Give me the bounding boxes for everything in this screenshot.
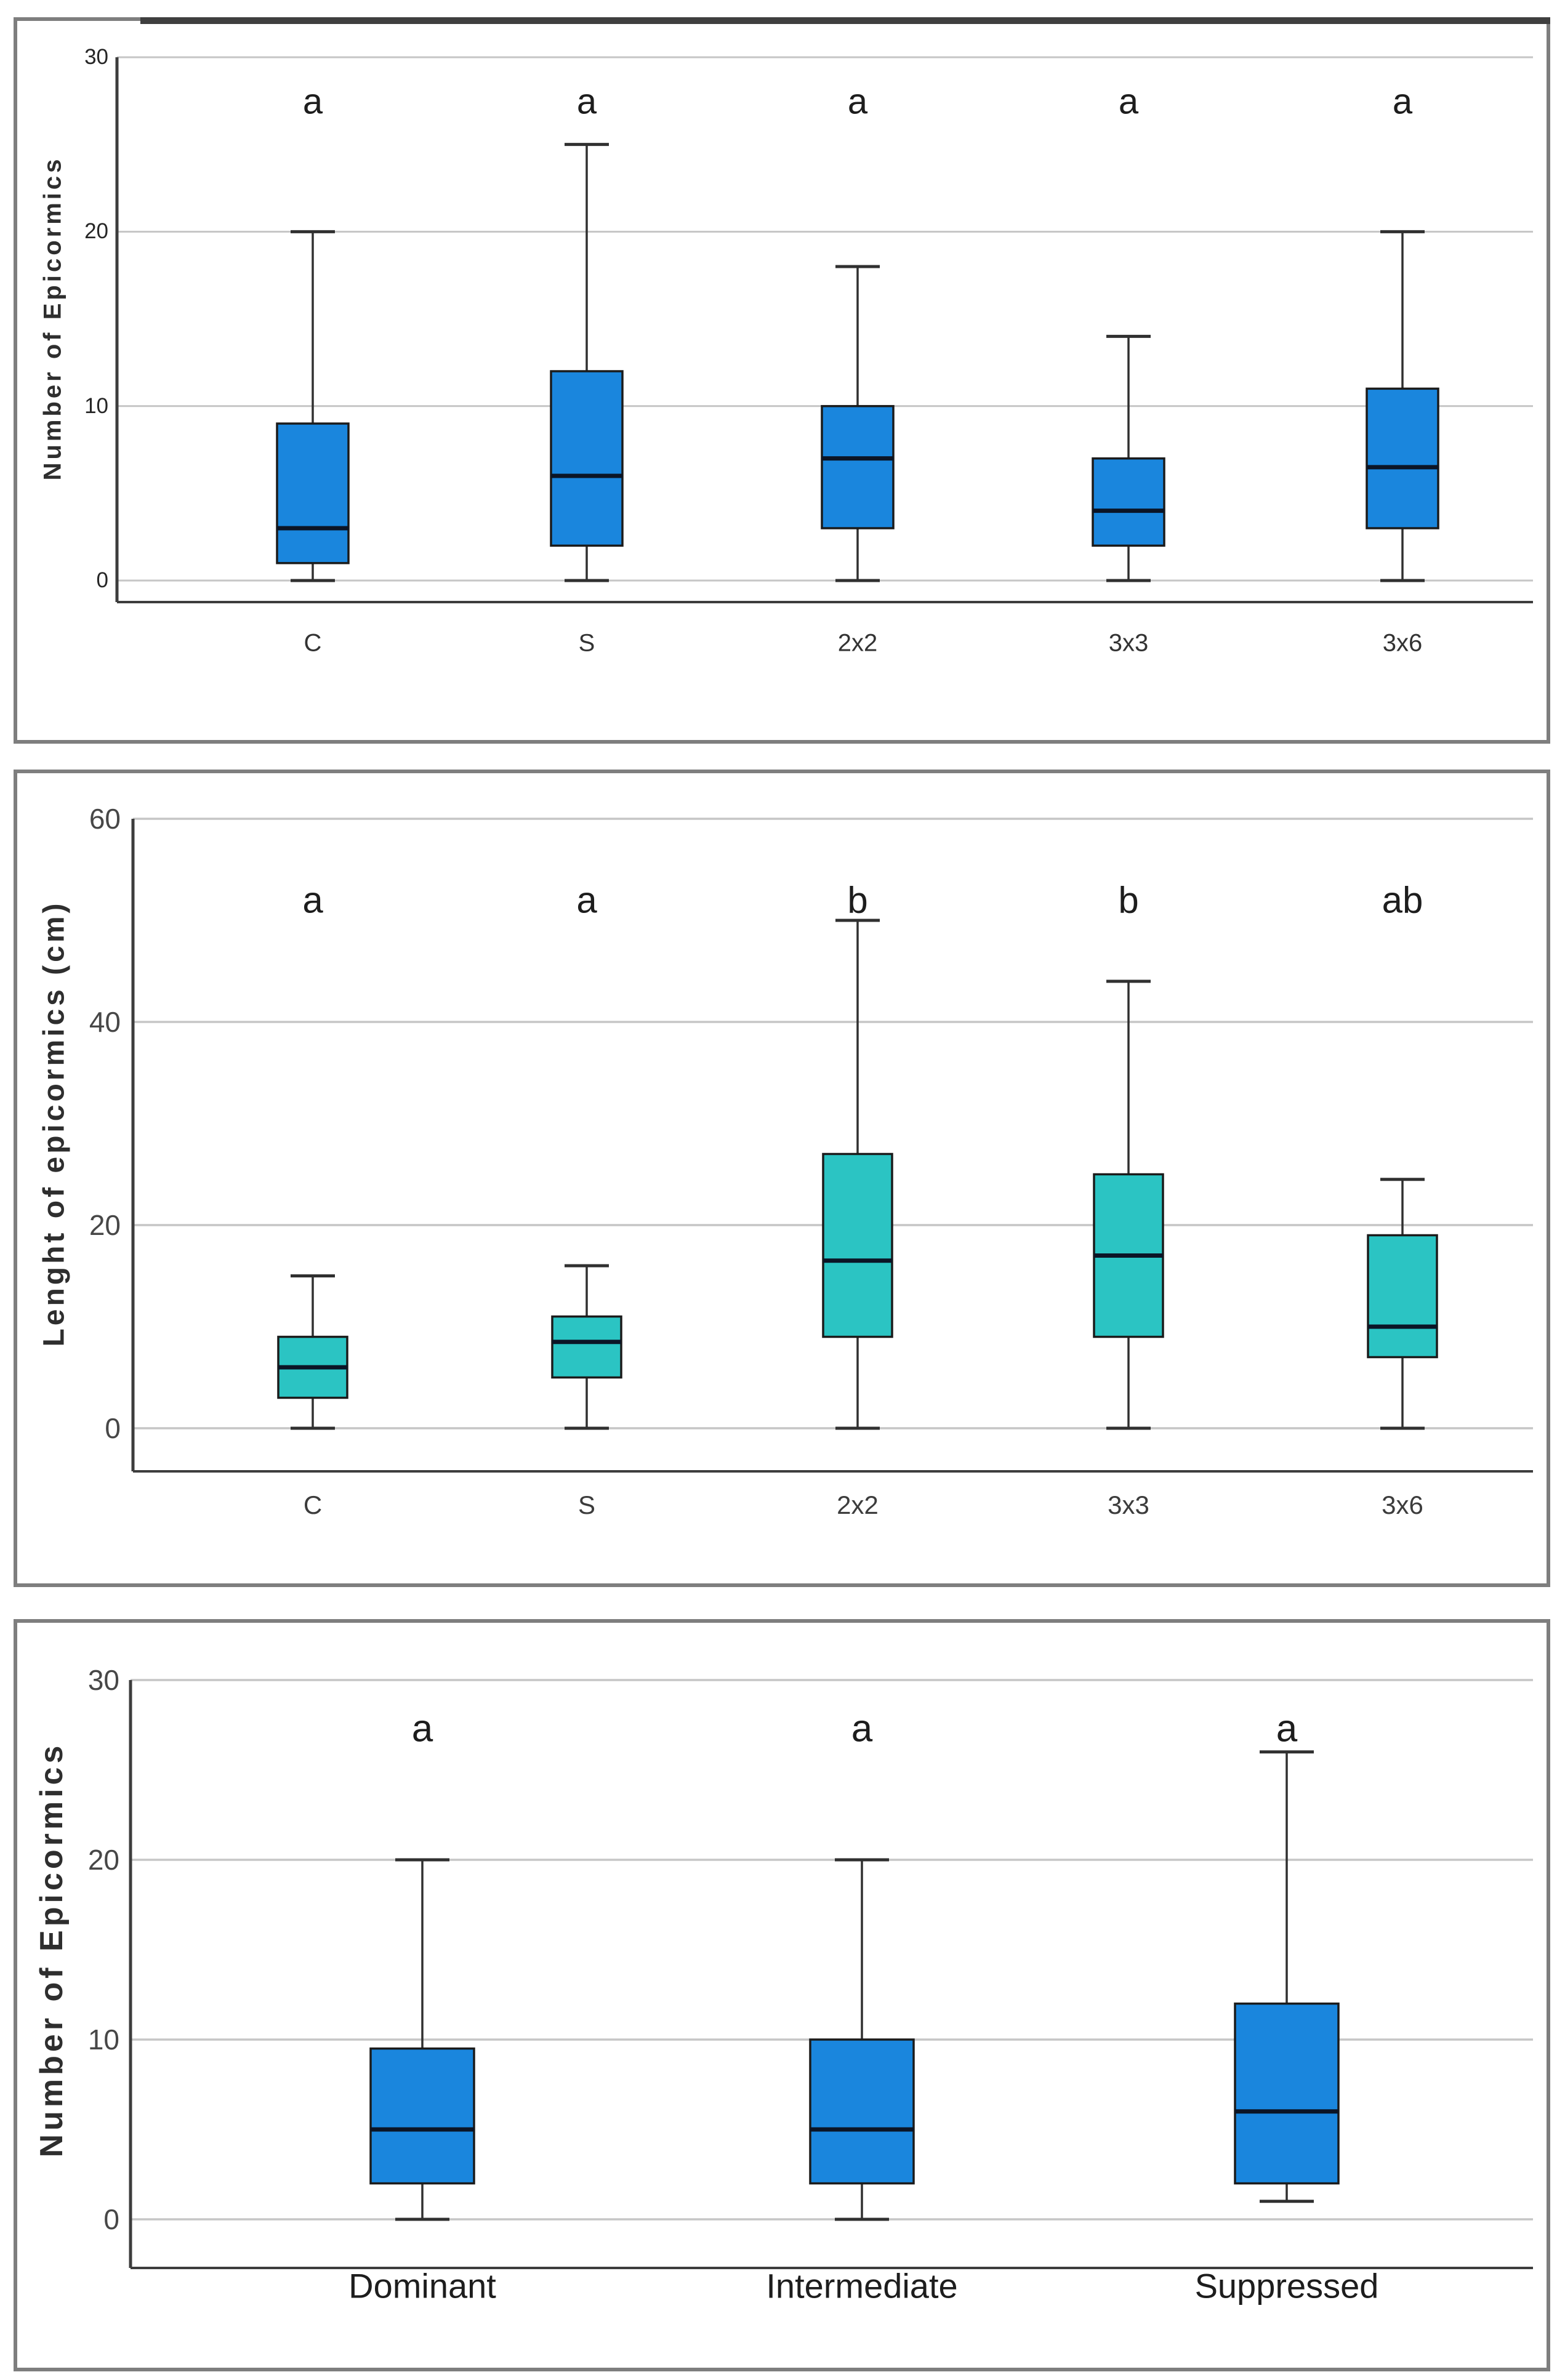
y-tick-label-30: 30 <box>84 45 108 69</box>
significance-letter-C: a <box>302 879 323 921</box>
x-category-label-S: S <box>577 1490 596 1519</box>
x-category-label-3x3: 3x3 <box>1108 629 1149 657</box>
box-Intermediate <box>809 2038 915 2185</box>
y-tick-label-0: 0 <box>105 1412 121 1444</box>
significance-letter-3x3: a <box>1118 81 1139 122</box>
significance-letter-2x2: b <box>847 879 868 921</box>
y-tick-label-0: 0 <box>103 2203 119 2235</box>
significance-letter-Intermediate: a <box>851 1707 873 1750</box>
x-category-label-Suppressed: Suppressed <box>1194 2266 1379 2306</box>
y-tick-label-0: 0 <box>96 568 108 592</box>
boxplot-canvas <box>115 56 1533 603</box>
x-category-label-C: C <box>303 1490 323 1519</box>
box-2x2 <box>822 1152 893 1338</box>
panel-number-of-epicormics-by-crown-class: Number of Epicormics 0 10 20 30 Dominant a Int… <box>14 1619 1550 2371</box>
x-category-label-S: S <box>578 629 595 657</box>
box-Suppressed <box>1234 2002 1340 2185</box>
x-category-label-2x2: 2x2 <box>837 1490 879 1519</box>
box-S <box>550 370 624 547</box>
panel-top-dark-edge <box>140 17 1550 24</box>
box-Dominant <box>369 2047 475 2185</box>
y-tick-label-30: 30 <box>87 1664 119 1696</box>
x-category-label-C: C <box>304 629 322 657</box>
significance-letter-3x3: b <box>1118 879 1139 921</box>
x-category-label-Dominant: Dominant <box>348 2266 496 2306</box>
box-S <box>551 1315 622 1379</box>
significance-letter-Dominant: a <box>411 1707 433 1750</box>
box-3x3 <box>1092 457 1165 547</box>
x-category-label-2x2: 2x2 <box>837 629 878 657</box>
boxplot-canvas <box>131 818 1533 1473</box>
significance-letter-Suppressed: a <box>1276 1707 1298 1750</box>
x-category-label-3x6: 3x6 <box>1382 629 1423 657</box>
significance-letter-3x6: ab <box>1382 879 1423 921</box>
box-3x6 <box>1367 1234 1438 1359</box>
y-tick-label-20: 20 <box>87 1844 119 1876</box>
boxplot-canvas <box>129 1679 1533 2269</box>
x-category-label-Intermediate: Intermediate <box>766 2266 958 2306</box>
significance-letter-S: a <box>576 879 597 921</box>
y-tick-label-10: 10 <box>87 2024 119 2056</box>
significance-letter-C: a <box>302 81 323 122</box>
y-tick-label-60: 60 <box>89 803 121 835</box>
x-category-label-3x6: 3x6 <box>1382 1490 1423 1519</box>
box-3x6 <box>1366 387 1439 529</box>
box-2x2 <box>821 404 895 529</box>
significance-letter-S: a <box>576 81 597 122</box>
significance-letter-3x6: a <box>1392 81 1413 122</box>
significance-letter-2x2: a <box>847 81 868 122</box>
box-C <box>276 422 350 565</box>
y-tick-label-40: 40 <box>89 1006 121 1038</box>
y-tick-label-20: 20 <box>89 1209 121 1241</box>
y-tick-label-10: 10 <box>84 393 108 418</box>
y-tick-label-20: 20 <box>84 219 108 244</box>
x-category-label-3x3: 3x3 <box>1108 1490 1149 1519</box>
